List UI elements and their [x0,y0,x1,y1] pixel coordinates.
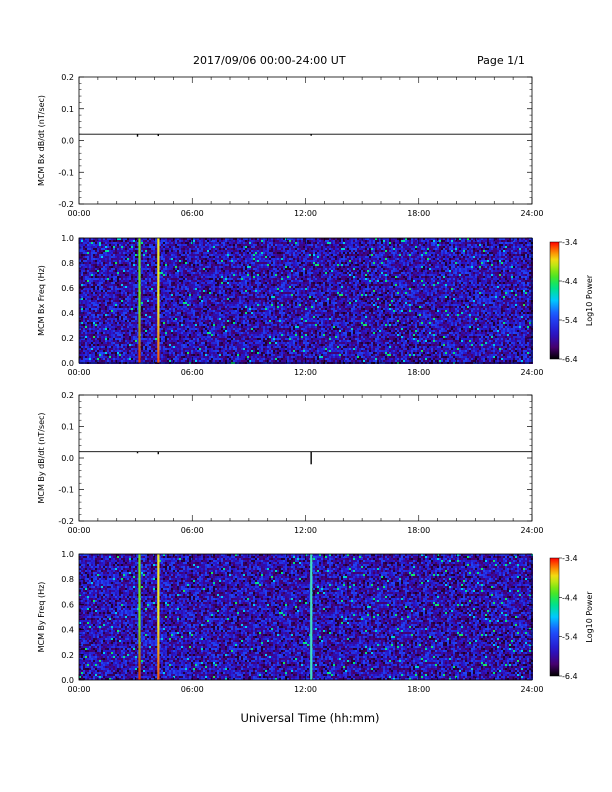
x-tick-label: 06:00 [181,368,204,377]
y-tick-label: 0.1 [61,423,74,432]
panel-1: 0.2 0.1 0.0 -0.1 -0.200:00 06:00 12:00 18:00 24:… [37,73,544,218]
event-line-2 [157,554,159,680]
y-tick-label: -0.1 [58,168,74,177]
y-tick-label: 0.0 [61,137,74,146]
y-tick-label: 0.8 [61,575,74,584]
x-tick-label: 18:00 [407,368,430,377]
colorbar-tick-label: -6.4 [562,355,578,364]
colorbar-tick-label: -4.4 [562,277,578,286]
x-tick-label: 06:00 [181,685,204,694]
y-tick-label: 0.0 [61,359,74,368]
y-tick-label: 1.0 [61,234,74,243]
y-tick-label: 0.0 [61,454,74,463]
y-tick-label: 0.6 [61,600,74,609]
event-line-1 [138,238,140,363]
y-axis-title: MCM By dB/dt (nT/sec) [37,412,46,503]
y-axis-title: MCM Bx Freq (Hz) [37,265,46,336]
y-tick-label: -0.1 [58,486,74,495]
plot-frame [79,77,532,204]
x-tick-label: 00:00 [67,368,90,377]
event-line-3 [310,554,312,680]
y-tick-label: -0.2 [58,200,74,209]
event-line-2 [157,238,159,363]
y-tick-label: 0.6 [61,284,74,293]
plot-frame [79,395,532,521]
spectrogram-cells [79,238,533,364]
x-tick-label: 00:00 [67,685,90,694]
colorbar-tick-label: -4.4 [562,593,578,602]
x-tick-label: 18:00 [407,526,430,535]
y-tick-label: 0.2 [61,73,74,82]
y-tick-label: 0.4 [61,626,74,635]
y-tick-label: -0.2 [58,517,74,526]
x-tick-label: 18:00 [407,209,430,218]
panel-3: 0.2 0.1 0.0 -0.1 -0.200:00 06:00 12:00 18:00 24:… [37,391,544,535]
event-line-1 [138,554,140,680]
y-axis-title: MCM Bx dB/dt (nT/sec) [37,95,46,186]
x-axis-title: Universal Time (hh:mm) [0,711,590,725]
x-tick-label: 12:00 [294,526,317,535]
y-tick-label: 0.2 [61,334,74,343]
colorbar-tick-label: -3.4 [562,554,578,563]
panel-2: -3.4 -4.4 -5.4 -6.4 Log10 Power 1.0 0.8 0.6 0.4 0… [37,234,594,377]
x-tick-label: 12:00 [294,685,317,694]
spectrogram-cells [79,554,533,680]
colorbar-label: Log10 Power [585,274,594,326]
x-tick-label: 18:00 [407,685,430,694]
colorbar-label: Log10 Power [585,591,594,643]
colorbar-tick-label: -3.4 [562,238,578,247]
x-tick-label: 24:00 [520,685,543,694]
x-tick-label: 24:00 [520,368,543,377]
colorbar-tick-label: -5.4 [562,316,578,325]
colorbar-tick-label: -6.4 [562,672,578,681]
x-tick-label: 12:00 [294,209,317,218]
x-tick-label: 24:00 [520,209,543,218]
colorbar [550,558,559,676]
y-tick-label: 0.2 [61,651,74,660]
x-tick-label: 00:00 [67,526,90,535]
x-tick-label: 24:00 [520,526,543,535]
y-tick-label: 0.4 [61,309,74,318]
y-tick-label: 1.0 [61,550,74,559]
x-tick-label: 06:00 [181,209,204,218]
y-tick-label: 0.2 [61,391,74,400]
colorbar [550,242,559,359]
y-tick-label: 0.0 [61,676,74,685]
y-axis-title: MCM By Freq (Hz) [37,582,46,653]
y-tick-label: 0.8 [61,259,74,268]
x-tick-label: 12:00 [294,368,317,377]
x-tick-label: 00:00 [67,209,90,218]
panel-4: -3.4 -4.4 -5.4 -6.4 Log10 Power 1.0 0.8 0.6 0.4 0… [37,550,594,694]
y-tick-label: 0.1 [61,105,74,114]
colorbar-tick-label: -5.4 [562,633,578,642]
x-tick-label: 06:00 [181,526,204,535]
